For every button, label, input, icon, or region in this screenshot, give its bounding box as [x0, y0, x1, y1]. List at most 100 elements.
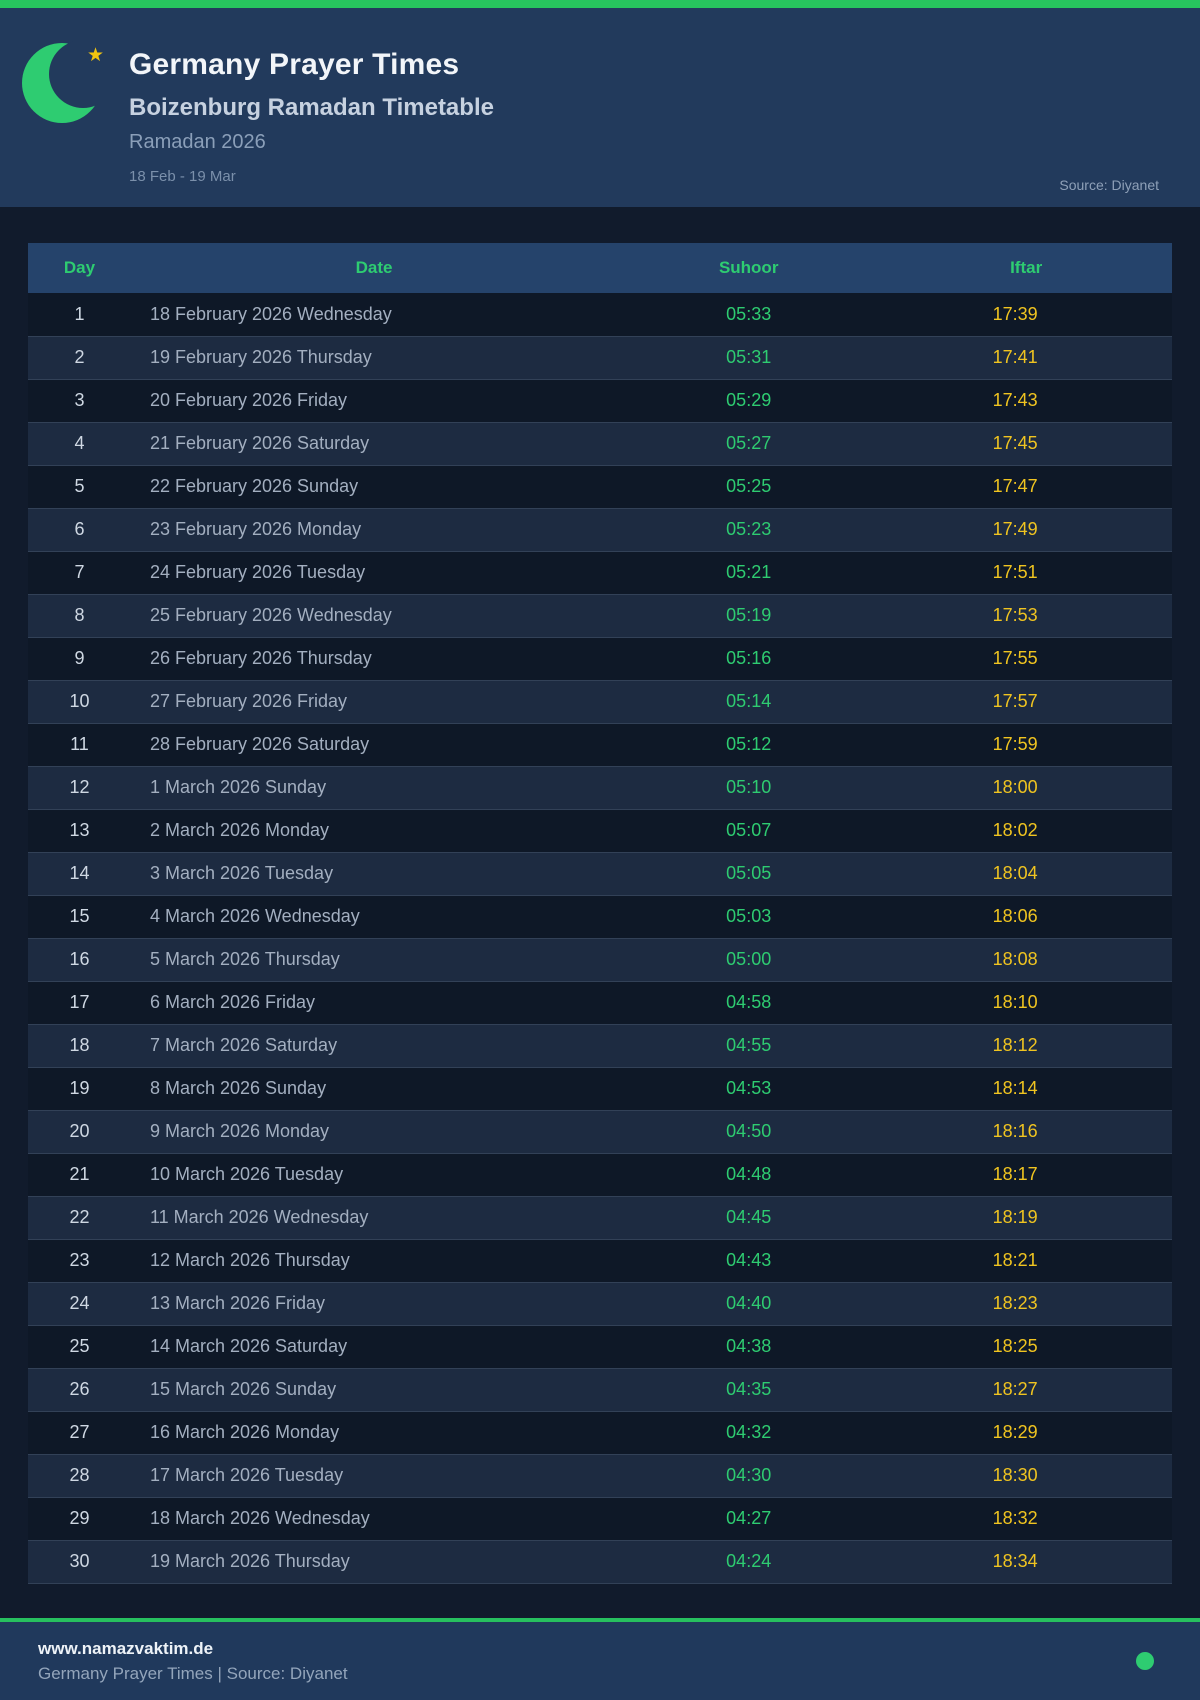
suhoor-cell: 05:16 [726, 648, 772, 668]
iftar-cell: 17:49 [992, 519, 1038, 539]
suhoor-cell: 04:43 [726, 1250, 772, 1270]
page-subtitle: Boizenburg Ramadan Timetable [129, 94, 494, 121]
iftar-cell: 18:32 [992, 1508, 1038, 1528]
iftar-cell: 17:41 [992, 347, 1038, 367]
bottom-spacer [0, 1584, 1200, 1618]
iftar-cell: 17:47 [992, 476, 1038, 496]
suhoor-cell: 04:48 [726, 1164, 772, 1184]
iftar-cell: 18:14 [992, 1078, 1038, 1098]
table-row: 27 16 March 2026 Monday 04:32 18:29 [28, 1411, 1172, 1454]
timetable-header: Day Date Suhoor Iftar [28, 243, 1172, 293]
iftar-cell: 18:19 [992, 1207, 1038, 1227]
day-cell: 24 [69, 1293, 90, 1313]
date-cell: 1 March 2026 Sunday [149, 777, 327, 797]
crescent-moon-icon [22, 40, 117, 123]
page-header: ★ Germany Prayer Times Boizenburg Ramada… [0, 8, 1200, 207]
suhoor-cell: 05:10 [726, 777, 772, 797]
table-row: 5 22 February 2026 Sunday 05:25 17:47 [28, 465, 1172, 508]
day-cell: 11 [70, 734, 89, 754]
day-cell: 19 [69, 1078, 90, 1098]
iftar-cell: 17:59 [992, 734, 1038, 754]
suhoor-cell: 05:29 [726, 390, 772, 410]
day-cell: 23 [69, 1250, 90, 1270]
day-cell: 27 [69, 1422, 90, 1442]
iftar-cell: 18:21 [992, 1250, 1038, 1270]
date-cell: 27 February 2026 Friday [149, 691, 348, 711]
table-row: 13 2 March 2026 Monday 05:07 18:02 [28, 809, 1172, 852]
table-row: 17 6 March 2026 Friday 04:58 18:10 [28, 981, 1172, 1024]
suhoor-cell: 04:58 [726, 992, 772, 1012]
table-row: 12 1 March 2026 Sunday 05:10 18:00 [28, 766, 1172, 809]
header-row: Day Date Suhoor Iftar [28, 243, 1172, 293]
suhoor-cell: 04:38 [726, 1336, 772, 1356]
table-row: 22 11 March 2026 Wednesday 04:45 18:19 [28, 1196, 1172, 1239]
day-cell: 28 [69, 1465, 90, 1485]
day-cell: 5 [74, 476, 85, 496]
iftar-cell: 18:23 [992, 1293, 1038, 1313]
table-row: 19 8 March 2026 Sunday 04:53 18:14 [28, 1067, 1172, 1110]
footer-tagline: Germany Prayer Times | Source: Diyanet [38, 1663, 348, 1683]
date-cell: 19 February 2026 Thursday [149, 347, 372, 367]
suhoor-cell: 04:50 [726, 1121, 772, 1141]
table-row: 20 9 March 2026 Monday 04:50 18:16 [28, 1110, 1172, 1153]
day-cell: 30 [69, 1551, 90, 1571]
star-icon: ★ [87, 45, 105, 66]
date-cell: 25 February 2026 Wednesday [149, 605, 392, 625]
day-cell: 29 [69, 1508, 90, 1528]
date-cell: 10 March 2026 Tuesday [149, 1164, 344, 1184]
footer-text-block: www.namazvaktim.de Germany Prayer Times … [38, 1639, 348, 1684]
suhoor-cell: 05:23 [726, 519, 772, 539]
footer-accent-bar [0, 1617, 1200, 1622]
day-cell: 26 [69, 1379, 90, 1399]
suhoor-cell: 04:27 [726, 1508, 772, 1528]
iftar-cell: 17:51 [992, 562, 1038, 582]
iftar-cell: 17:55 [992, 648, 1038, 668]
table-row: 25 14 March 2026 Saturday 04:38 18:25 [28, 1325, 1172, 1368]
iftar-cell: 18:06 [992, 906, 1038, 926]
day-cell: 21 [69, 1164, 90, 1184]
iftar-cell: 18:34 [992, 1551, 1038, 1571]
suhoor-cell: 05:00 [726, 949, 772, 969]
date-cell: 15 March 2026 Sunday [149, 1379, 337, 1399]
iftar-cell: 18:27 [992, 1379, 1038, 1399]
table-row: 3 20 February 2026 Friday 05:29 17:43 [28, 379, 1172, 422]
table-row: 10 27 February 2026 Friday 05:14 17:57 [28, 680, 1172, 723]
date-cell: 13 March 2026 Friday [149, 1293, 326, 1313]
table-row: 11 28 February 2026 Saturday 05:12 17:59 [28, 723, 1172, 766]
table-row: 14 3 March 2026 Tuesday 05:05 18:04 [28, 852, 1172, 895]
date-cell: 4 March 2026 Wednesday [149, 906, 360, 926]
date-cell: 2 March 2026 Monday [149, 820, 330, 840]
date-cell: 21 February 2026 Saturday [149, 433, 370, 453]
green-dot-icon [1136, 1652, 1154, 1670]
date-cell: 26 February 2026 Thursday [149, 648, 372, 668]
iftar-cell: 18:29 [992, 1422, 1038, 1442]
suhoor-cell: 05:27 [726, 433, 772, 453]
iftar-cell: 18:10 [992, 992, 1038, 1012]
date-cell: 9 March 2026 Monday [149, 1121, 330, 1141]
suhoor-cell: 04:53 [726, 1078, 772, 1098]
suhoor-cell: 05:19 [726, 605, 772, 625]
day-cell: 13 [69, 820, 90, 840]
day-cell: 3 [74, 390, 85, 410]
date-cell: 5 March 2026 Thursday [149, 949, 340, 969]
date-cell: 19 March 2026 Thursday [149, 1551, 350, 1571]
source-label: Source: Diyanet [1059, 177, 1159, 193]
table-row: 23 12 March 2026 Thursday 04:43 18:21 [28, 1239, 1172, 1282]
table-row: 8 25 February 2026 Wednesday 05:19 17:53 [28, 594, 1172, 637]
day-cell: 25 [69, 1336, 90, 1356]
day-cell: 14 [69, 863, 90, 883]
iftar-cell: 18:16 [992, 1121, 1038, 1141]
date-cell: 14 March 2026 Saturday [149, 1336, 348, 1356]
suhoor-cell: 05:12 [726, 734, 772, 754]
suhoor-cell: 04:35 [726, 1379, 772, 1399]
date-cell: 20 February 2026 Friday [149, 390, 348, 410]
column-header-day: Day [28, 243, 131, 293]
column-header-date: Date [130, 243, 618, 293]
day-cell: 18 [69, 1035, 90, 1055]
iftar-cell: 17:39 [992, 303, 1038, 324]
day-cell: 12 [69, 777, 90, 797]
day-cell: 2 [74, 347, 85, 367]
date-cell: 11 March 2026 Wednesday [149, 1207, 369, 1227]
website-url[interactable]: www.namazvaktim.de [38, 1638, 214, 1658]
table-row: 30 19 March 2026 Thursday 04:24 18:34 [28, 1540, 1172, 1583]
